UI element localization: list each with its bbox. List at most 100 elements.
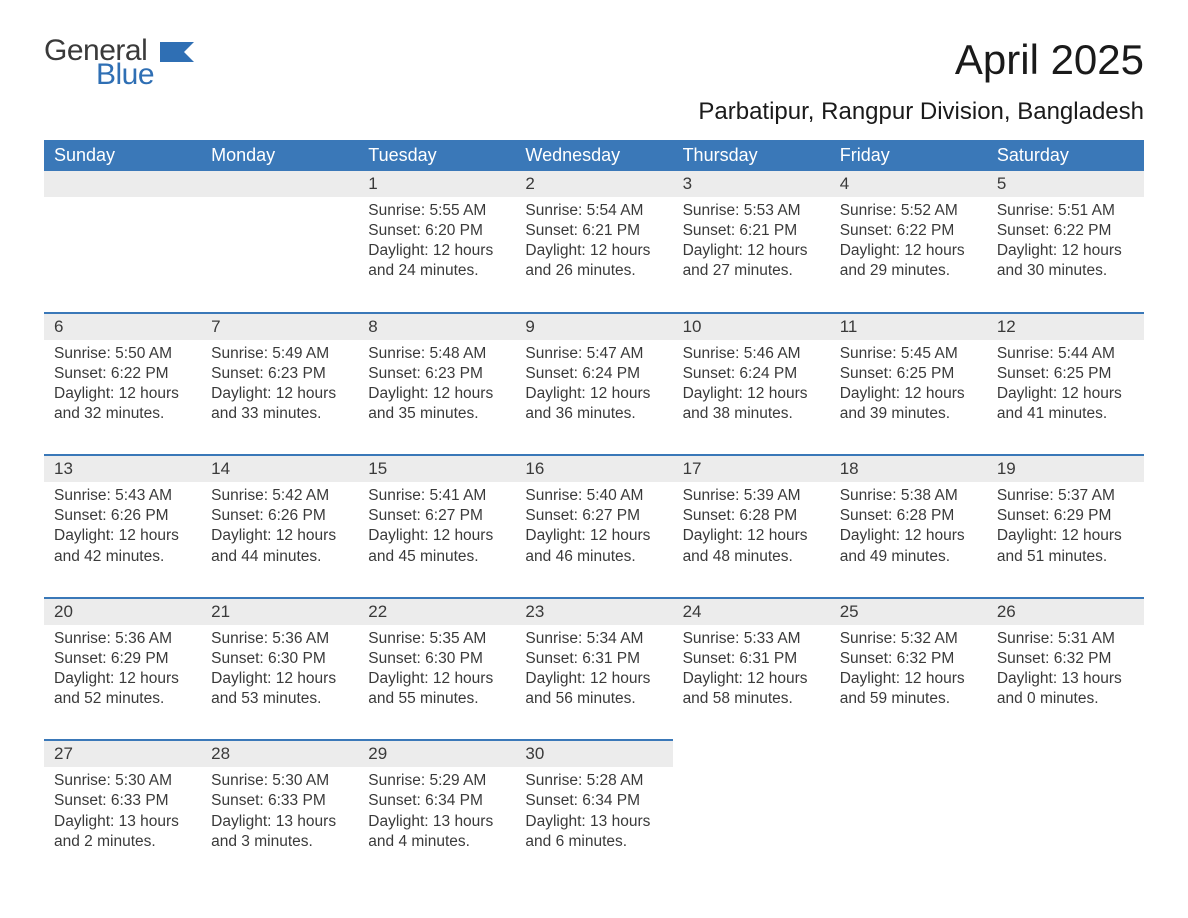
sunrise-text: Sunrise: 5:43 AM bbox=[54, 486, 191, 506]
daylight2-text: and 45 minutes. bbox=[368, 547, 505, 567]
day-body: Sunrise: 5:48 AMSunset: 6:23 PMDaylight:… bbox=[358, 340, 515, 455]
sunrise-text: Sunrise: 5:32 AM bbox=[840, 629, 977, 649]
sunset-text: Sunset: 6:29 PM bbox=[997, 506, 1134, 526]
daylight2-text: and 29 minutes. bbox=[840, 261, 977, 281]
day-number: 30 bbox=[515, 741, 672, 767]
daylight2-text: and 49 minutes. bbox=[840, 547, 977, 567]
sunrise-text: Sunrise: 5:31 AM bbox=[997, 629, 1134, 649]
day-number: 8 bbox=[358, 314, 515, 340]
sunset-text: Sunset: 6:21 PM bbox=[525, 221, 662, 241]
calendar-cell: 8Sunrise: 5:48 AMSunset: 6:23 PMDaylight… bbox=[358, 313, 515, 456]
sunset-text: Sunset: 6:31 PM bbox=[525, 649, 662, 669]
daylight2-text: and 53 minutes. bbox=[211, 689, 348, 709]
day-body: Sunrise: 5:30 AMSunset: 6:33 PMDaylight:… bbox=[44, 767, 201, 882]
calendar-cell: 24Sunrise: 5:33 AMSunset: 6:31 PMDayligh… bbox=[673, 598, 830, 741]
calendar-cell: 30Sunrise: 5:28 AMSunset: 6:34 PMDayligh… bbox=[515, 740, 672, 882]
day-number: 17 bbox=[673, 456, 830, 482]
daylight2-text: and 36 minutes. bbox=[525, 404, 662, 424]
day-number: 7 bbox=[201, 314, 358, 340]
daylight1-text: Daylight: 12 hours bbox=[840, 526, 977, 546]
sunrise-text: Sunrise: 5:42 AM bbox=[211, 486, 348, 506]
daylight1-text: Daylight: 12 hours bbox=[525, 384, 662, 404]
day-number: 23 bbox=[515, 599, 672, 625]
page-title: April 2025 bbox=[955, 36, 1144, 84]
daylight1-text: Daylight: 12 hours bbox=[54, 384, 191, 404]
calendar-cell: 5Sunrise: 5:51 AMSunset: 6:22 PMDaylight… bbox=[987, 171, 1144, 313]
daylight1-text: Daylight: 13 hours bbox=[211, 812, 348, 832]
weekday-header: Wednesday bbox=[515, 140, 672, 171]
daylight1-text: Daylight: 12 hours bbox=[683, 241, 820, 261]
day-body: Sunrise: 5:54 AMSunset: 6:21 PMDaylight:… bbox=[515, 197, 672, 312]
day-body: Sunrise: 5:30 AMSunset: 6:33 PMDaylight:… bbox=[201, 767, 358, 882]
sunrise-text: Sunrise: 5:52 AM bbox=[840, 201, 977, 221]
daylight1-text: Daylight: 13 hours bbox=[525, 812, 662, 832]
day-number: 25 bbox=[830, 599, 987, 625]
calendar-cell: 10Sunrise: 5:46 AMSunset: 6:24 PMDayligh… bbox=[673, 313, 830, 456]
calendar-cell: 16Sunrise: 5:40 AMSunset: 6:27 PMDayligh… bbox=[515, 455, 672, 598]
sunrise-text: Sunrise: 5:44 AM bbox=[997, 344, 1134, 364]
sunset-text: Sunset: 6:25 PM bbox=[840, 364, 977, 384]
calendar-cell: 11Sunrise: 5:45 AMSunset: 6:25 PMDayligh… bbox=[830, 313, 987, 456]
daylight2-text: and 38 minutes. bbox=[683, 404, 820, 424]
daylight1-text: Daylight: 12 hours bbox=[840, 384, 977, 404]
day-body: Sunrise: 5:41 AMSunset: 6:27 PMDaylight:… bbox=[358, 482, 515, 597]
daylight2-text: and 3 minutes. bbox=[211, 832, 348, 852]
daylight2-text: and 46 minutes. bbox=[525, 547, 662, 567]
daylight2-text: and 58 minutes. bbox=[683, 689, 820, 709]
daylight1-text: Daylight: 12 hours bbox=[368, 241, 505, 261]
day-number: 26 bbox=[987, 599, 1144, 625]
day-body: Sunrise: 5:28 AMSunset: 6:34 PMDaylight:… bbox=[515, 767, 672, 882]
sunrise-text: Sunrise: 5:46 AM bbox=[683, 344, 820, 364]
sunset-text: Sunset: 6:26 PM bbox=[54, 506, 191, 526]
daylight1-text: Daylight: 12 hours bbox=[525, 526, 662, 546]
sunrise-text: Sunrise: 5:33 AM bbox=[683, 629, 820, 649]
weekday-header: Monday bbox=[201, 140, 358, 171]
calendar-cell: 23Sunrise: 5:34 AMSunset: 6:31 PMDayligh… bbox=[515, 598, 672, 741]
day-body: Sunrise: 5:40 AMSunset: 6:27 PMDaylight:… bbox=[515, 482, 672, 597]
day-body: Sunrise: 5:47 AMSunset: 6:24 PMDaylight:… bbox=[515, 340, 672, 455]
sunrise-text: Sunrise: 5:47 AM bbox=[525, 344, 662, 364]
sunset-text: Sunset: 6:30 PM bbox=[368, 649, 505, 669]
daylight2-text: and 30 minutes. bbox=[997, 261, 1134, 281]
daylight1-text: Daylight: 12 hours bbox=[525, 241, 662, 261]
sunrise-text: Sunrise: 5:55 AM bbox=[368, 201, 505, 221]
day-body: Sunrise: 5:50 AMSunset: 6:22 PMDaylight:… bbox=[44, 340, 201, 455]
weekday-header: Saturday bbox=[987, 140, 1144, 171]
calendar-cell bbox=[201, 171, 358, 313]
weekday-header: Friday bbox=[830, 140, 987, 171]
day-body: Sunrise: 5:35 AMSunset: 6:30 PMDaylight:… bbox=[358, 625, 515, 740]
sunrise-text: Sunrise: 5:30 AM bbox=[54, 771, 191, 791]
sunset-text: Sunset: 6:34 PM bbox=[525, 791, 662, 811]
daylight1-text: Daylight: 12 hours bbox=[840, 669, 977, 689]
day-body: Sunrise: 5:55 AMSunset: 6:20 PMDaylight:… bbox=[358, 197, 515, 312]
sunrise-text: Sunrise: 5:51 AM bbox=[997, 201, 1134, 221]
daylight2-text: and 41 minutes. bbox=[997, 404, 1134, 424]
day-number: 2 bbox=[515, 171, 672, 197]
calendar-cell bbox=[673, 740, 830, 882]
sunset-text: Sunset: 6:23 PM bbox=[211, 364, 348, 384]
daylight2-text: and 59 minutes. bbox=[840, 689, 977, 709]
daylight1-text: Daylight: 12 hours bbox=[840, 241, 977, 261]
day-number: 9 bbox=[515, 314, 672, 340]
day-number: 5 bbox=[987, 171, 1144, 197]
day-number: 11 bbox=[830, 314, 987, 340]
daylight2-text: and 44 minutes. bbox=[211, 547, 348, 567]
daylight2-text: and 39 minutes. bbox=[840, 404, 977, 424]
day-body: Sunrise: 5:34 AMSunset: 6:31 PMDaylight:… bbox=[515, 625, 672, 740]
day-body: Sunrise: 5:29 AMSunset: 6:34 PMDaylight:… bbox=[358, 767, 515, 882]
daylight2-text: and 6 minutes. bbox=[525, 832, 662, 852]
sunrise-text: Sunrise: 5:41 AM bbox=[368, 486, 505, 506]
daylight1-text: Daylight: 12 hours bbox=[368, 384, 505, 404]
sunrise-text: Sunrise: 5:49 AM bbox=[211, 344, 348, 364]
calendar-cell bbox=[44, 171, 201, 313]
calendar-cell: 19Sunrise: 5:37 AMSunset: 6:29 PMDayligh… bbox=[987, 455, 1144, 598]
day-body: Sunrise: 5:49 AMSunset: 6:23 PMDaylight:… bbox=[201, 340, 358, 455]
daylight2-text: and 33 minutes. bbox=[211, 404, 348, 424]
daylight1-text: Daylight: 12 hours bbox=[683, 526, 820, 546]
sunrise-text: Sunrise: 5:48 AM bbox=[368, 344, 505, 364]
daylight2-text: and 42 minutes. bbox=[54, 547, 191, 567]
day-number: 6 bbox=[44, 314, 201, 340]
day-number: 4 bbox=[830, 171, 987, 197]
day-number: 12 bbox=[987, 314, 1144, 340]
day-body: Sunrise: 5:36 AMSunset: 6:30 PMDaylight:… bbox=[201, 625, 358, 740]
